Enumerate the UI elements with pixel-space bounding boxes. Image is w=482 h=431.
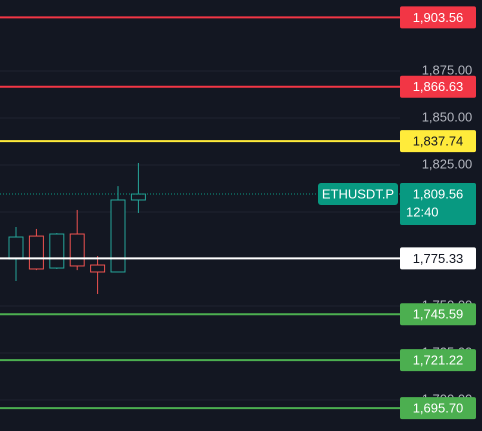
price-level-label: 1,903.56 — [413, 10, 464, 25]
last-price-tag — [400, 183, 476, 226]
price-level-tag — [400, 75, 476, 98]
price-level-label: 1,695.70 — [413, 401, 464, 416]
price-level-tag — [400, 247, 476, 270]
price-level-label: 1,837.74 — [413, 134, 464, 149]
candle-body — [8, 236, 24, 260]
price-level-tag — [400, 397, 476, 420]
symbol-label: ETHUSDT.P — [322, 186, 394, 201]
y-tick-label: 1,825.00 — [422, 156, 473, 171]
candle-body — [110, 199, 126, 273]
y-tick-label: 1,850.00 — [422, 109, 473, 124]
price-level-label: 1,745.59 — [413, 307, 464, 322]
price-level-label: 1,721.22 — [413, 353, 464, 368]
symbol-tag — [318, 183, 398, 206]
candle-body — [49, 233, 65, 269]
candle-body — [130, 193, 146, 201]
candle-body — [69, 233, 85, 267]
candle-body — [90, 264, 106, 273]
price-level-label: 1,866.63 — [413, 79, 464, 94]
price-level-tag — [400, 303, 476, 326]
candle-body — [28, 235, 44, 270]
price-level-label: 1,775.33 — [413, 251, 464, 266]
price-level-tag — [400, 349, 476, 372]
countdown-label: 12:40 — [406, 204, 439, 219]
price-level-tag — [400, 6, 476, 29]
last-price-label: 1,809.56 — [413, 186, 464, 201]
y-tick-label: 1,875.00 — [422, 62, 473, 77]
price-level-tag — [400, 130, 476, 153]
